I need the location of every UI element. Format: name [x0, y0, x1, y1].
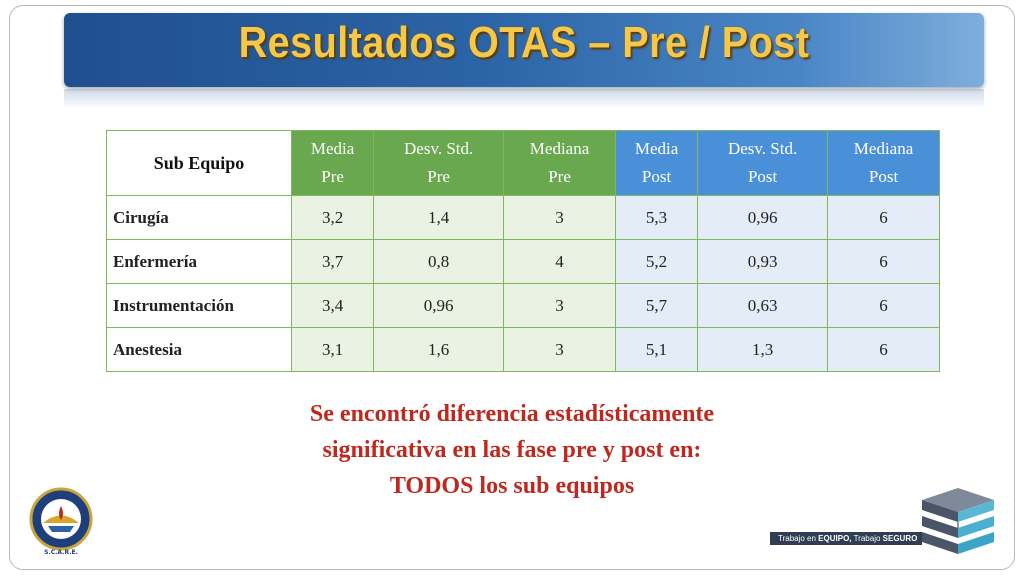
cell-mediana-post: 6: [827, 239, 940, 284]
header-line: Pre: [427, 167, 450, 186]
header-line: Mediana: [529, 139, 590, 158]
table-row: Enfermería 3,7 0,8 4 5,2 0,93 6: [106, 239, 940, 284]
cell-desv-post: 0,63: [697, 283, 829, 328]
scare-logo: S.C.A.R.E.: [29, 487, 93, 556]
cell-mediana-post: 6: [827, 327, 940, 372]
table-row: Instrumentación 3,4 0,96 3 5,7 0,63 6: [106, 283, 940, 328]
cell-mediana-pre: 4: [503, 239, 616, 284]
cell-mediana-pre: 3: [503, 195, 616, 240]
header-media-post: Media Post: [614, 130, 699, 196]
header-desv-post: Desv. Std. Post: [697, 130, 829, 196]
table-row: Cirugía 3,2 1,4 3 5,3 0,96 6: [106, 195, 940, 240]
header-line: Media: [310, 139, 355, 158]
cell-media-post: 5,2: [614, 239, 699, 284]
tagline-part: Trabajo en: [778, 534, 819, 543]
cell-media-post: 5,1: [614, 327, 699, 372]
cell-desv-pre: 0,96: [373, 283, 505, 328]
tagline-part: Trabajo: [851, 534, 883, 543]
title-banner: [64, 13, 984, 87]
conclusion-line: TODOS los sub equipos: [389, 473, 635, 499]
cell-desv-pre: 1,6: [373, 327, 505, 372]
table-header-row: Sub Equipo Media Pre Desv. Std. Pre Median…: [106, 130, 940, 196]
logo-caption: S.C.A.R.E.: [44, 549, 78, 556]
conclusion-line: Se encontró diferencia estadísticamente: [309, 401, 715, 427]
row-name: Cirugía: [106, 195, 292, 240]
cell-media-pre: 3,7: [290, 239, 375, 284]
cell-mediana-post: 6: [827, 283, 940, 328]
cell-desv-post: 0,96: [697, 195, 829, 240]
header-line: Post: [747, 167, 778, 186]
tagline-part: SEGURO: [882, 534, 918, 543]
header-line: Pre: [548, 167, 571, 186]
header-line: Pre: [321, 167, 344, 186]
slide-title: Resultados OTAS – Pre / Post: [238, 18, 810, 67]
header-desv-pre: Desv. Std. Pre: [373, 130, 505, 196]
cell-mediana-pre: 3: [503, 327, 616, 372]
header-mediana-post: Mediana Post: [827, 130, 940, 196]
tagline: Trabajo en EQUIPO, Trabajo SEGURO: [778, 532, 917, 545]
cell-mediana-pre: 3: [503, 283, 616, 328]
cell-media-pre: 3,1: [290, 327, 375, 372]
header-line: Mediana: [853, 139, 914, 158]
header-line: Media: [634, 139, 679, 158]
title-banner-reflection: [64, 89, 984, 109]
row-name: Instrumentación: [106, 283, 292, 328]
conclusion-text: Se encontró diferencia estadísticamente …: [212, 396, 812, 504]
cell-desv-pre: 0,8: [373, 239, 505, 284]
cell-media-post: 5,7: [614, 283, 699, 328]
cell-desv-post: 0,93: [697, 239, 829, 284]
stacked-blocks-icon: [922, 488, 994, 554]
header-line: Post: [868, 167, 899, 186]
header-sub-equipo: Sub Equipo: [106, 130, 292, 196]
cell-media-pre: 3,4: [290, 283, 375, 328]
cell-mediana-post: 6: [827, 195, 940, 240]
row-name: Anestesia: [106, 327, 292, 372]
header-line: Post: [641, 167, 672, 186]
conclusion-line: significativa en las fase pre y post en:: [322, 437, 702, 463]
header-mediana-pre: Mediana Pre: [503, 130, 616, 196]
tagline-bar: [770, 532, 922, 545]
header-line: Desv. Std.: [404, 139, 474, 158]
table-row: Anestesia 3,1 1,6 3 5,1 1,3 6: [106, 327, 940, 372]
cell-media-pre: 3,2: [290, 195, 375, 240]
cell-desv-post: 1,3: [697, 327, 829, 372]
row-name: Enfermería: [106, 239, 292, 284]
tagline-part: EQUIPO,: [818, 534, 852, 543]
cell-media-post: 5,3: [614, 195, 699, 240]
header-line: Desv. Std.: [727, 139, 798, 158]
header-media-pre: Media Pre: [290, 130, 375, 196]
cell-desv-pre: 1,4: [373, 195, 505, 240]
results-table: Sub Equipo Media Pre Desv. Std. Pre Median…: [106, 130, 940, 372]
